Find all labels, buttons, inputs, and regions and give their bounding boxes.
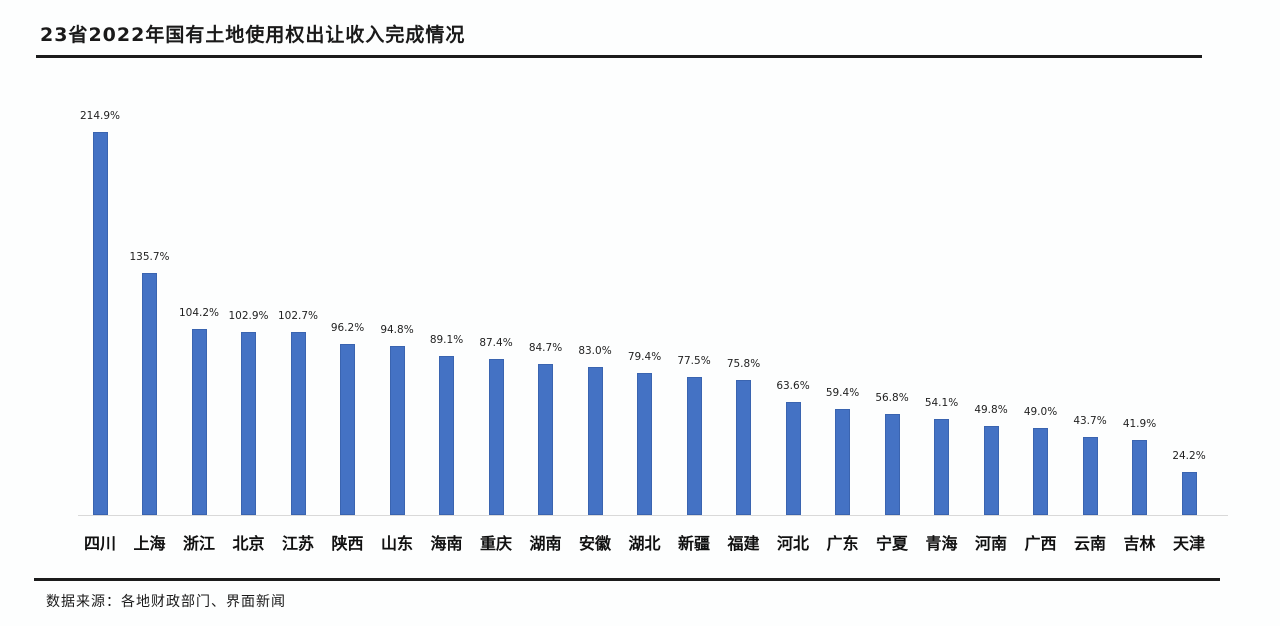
bar xyxy=(934,418,949,515)
bar xyxy=(191,329,207,515)
chart-title: 23省2022年国有土地使用权出让收入完成情况 xyxy=(40,24,466,46)
bar xyxy=(1033,427,1048,515)
bar xyxy=(1082,437,1098,515)
category-label: 云南 xyxy=(1073,534,1106,553)
bar-value-label: 59.4% xyxy=(825,387,860,400)
bar xyxy=(340,343,355,515)
bar-value-label: 41.9% xyxy=(1122,418,1157,431)
bar xyxy=(142,273,157,515)
bar-value-label: 24.2% xyxy=(1172,449,1206,462)
category-label: 河南 xyxy=(974,534,1007,553)
bar-value-label: 83.0% xyxy=(578,345,612,358)
bar-value-label: 77.5% xyxy=(677,354,711,367)
category-label: 安徽 xyxy=(578,534,611,553)
bar xyxy=(736,379,751,515)
bar xyxy=(1132,440,1147,515)
category-label: 上海 xyxy=(133,534,166,553)
bar xyxy=(637,373,652,515)
category-label: 青海 xyxy=(925,534,958,553)
bar xyxy=(538,364,553,515)
category-label: 浙江 xyxy=(182,534,215,553)
category-label: 江苏 xyxy=(281,534,314,553)
bar xyxy=(686,376,702,515)
bar-value-label: 49.8% xyxy=(974,404,1008,417)
bar-value-label: 214.9% xyxy=(79,110,121,122)
category-label: 陕西 xyxy=(331,534,364,553)
data-source-note: 数据来源：各地财政部门、界面新闻 xyxy=(46,594,286,610)
bar xyxy=(488,359,504,515)
bar-value-label: 89.1% xyxy=(429,334,464,347)
bar-value-label: 84.7% xyxy=(528,342,563,355)
bar xyxy=(835,409,850,515)
category-label: 湖南 xyxy=(529,534,562,553)
bar-value-label: 75.8% xyxy=(726,357,761,370)
bar xyxy=(389,346,405,515)
bar xyxy=(439,356,454,515)
bar xyxy=(290,331,306,515)
bar-value-label: 49.0% xyxy=(1023,405,1058,418)
title-divider xyxy=(36,55,1202,58)
x-axis-line xyxy=(78,515,1228,516)
bar-value-label: 87.4% xyxy=(479,337,513,350)
bar xyxy=(983,426,999,515)
bar xyxy=(884,413,900,515)
category-label: 吉林 xyxy=(1123,534,1156,553)
category-label: 新疆 xyxy=(677,534,710,553)
bar-value-label: 43.7% xyxy=(1073,415,1107,428)
category-label: 福建 xyxy=(727,534,760,553)
bar-value-label: 102.9% xyxy=(228,309,269,322)
bar-value-label: 96.2% xyxy=(330,321,365,334)
category-label: 河北 xyxy=(776,534,809,553)
bar-value-label: 102.7% xyxy=(277,309,319,322)
category-label: 重庆 xyxy=(479,534,512,553)
bar xyxy=(1181,471,1197,515)
category-label: 四川 xyxy=(83,534,116,553)
category-label: 海南 xyxy=(430,534,463,553)
category-label: 北京 xyxy=(232,534,265,553)
bar xyxy=(785,401,801,515)
category-label: 天津 xyxy=(1172,534,1205,553)
bar xyxy=(587,367,603,515)
bar-value-label: 135.7% xyxy=(129,251,170,264)
category-label: 广西 xyxy=(1024,534,1057,553)
footer-divider xyxy=(34,578,1220,581)
category-label: 山东 xyxy=(380,534,413,553)
bar-value-label: 94.8% xyxy=(380,324,414,337)
bar xyxy=(241,331,256,515)
category-label: 宁夏 xyxy=(875,534,908,553)
bar-value-label: 79.4% xyxy=(627,351,662,364)
bar-value-label: 56.8% xyxy=(875,391,909,404)
bar-value-label: 63.6% xyxy=(776,379,810,392)
bar xyxy=(92,132,108,515)
bar-value-label: 54.1% xyxy=(924,396,959,409)
category-label: 广东 xyxy=(826,534,859,553)
category-label: 湖北 xyxy=(628,534,661,553)
bar-value-label: 104.2% xyxy=(178,307,220,320)
